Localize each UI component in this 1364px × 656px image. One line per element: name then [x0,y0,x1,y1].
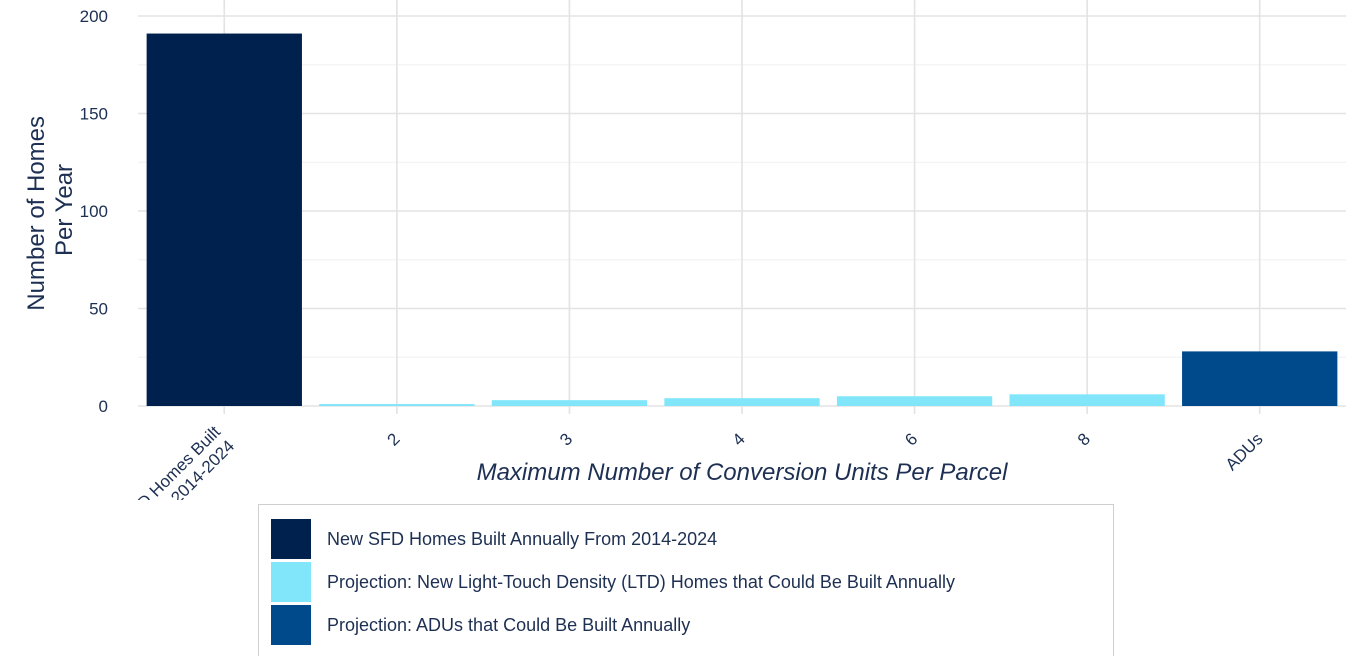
x-tick-label-line: 3 [556,429,576,449]
bar-1 [146,33,302,407]
x-tick-label-line: ADUs [1222,429,1267,474]
bars [146,33,1338,407]
y-axis-title-line-1: Number of Homes [23,116,50,311]
y-axis-title: Number of Homes Per Year [23,109,78,310]
legend-item-sfd: New SFD Homes Built Annually From 2014-2… [271,519,717,559]
y-tick-label: 0 [99,397,108,416]
legend-label-sfd: New SFD Homes Built Annually From 2014-2… [327,528,718,549]
legend-label-adu: Projection: ADUs that Could Be Built Ann… [327,614,691,635]
x-tick-label-line: 6 [901,429,921,449]
legend-swatch-ltd [271,562,311,602]
x-tick-label: 2 [384,429,404,449]
x-tick-label-line: 8 [1074,429,1094,449]
y-tick-label: 100 [80,202,108,221]
bar-5 [836,396,993,406]
legend-item-adu: Projection: ADUs that Could Be Built Ann… [271,605,690,645]
x-tick-label-line: 2 [384,429,404,449]
bar-7 [1182,351,1338,406]
x-axis-title: Maximum Number of Conversion Units Per P… [477,459,1009,486]
legend-swatch-adu [271,605,311,645]
bar-4 [664,398,820,406]
legend: New SFD Homes Built Annually From 2014-2… [258,504,1114,656]
y-tick-label: 200 [80,7,108,26]
bar-3 [491,400,648,406]
bar-2 [319,404,475,406]
x-tick-label: 3 [556,429,576,449]
y-tick-label: 50 [89,300,108,319]
legend-label-ltd: Projection: New Light-Touch Density (LTD… [327,571,955,592]
x-tick-label: 4 [729,429,749,449]
x-tick-label: 6 [901,429,921,449]
legend-swatch-sfd [271,519,311,559]
grid-lines [138,0,1346,414]
y-axis-tick-labels: 0 50 100 150 200 [80,7,108,416]
y-tick-label: 150 [80,105,108,124]
legend-item-ltd: Projection: New Light-Touch Density (LTD… [271,562,955,602]
x-tick-label-line: 4 [729,429,749,449]
y-axis-title-line-2: Per Year [51,164,78,256]
bar-6 [1009,394,1165,406]
x-tick-label: ADUs [1222,429,1267,474]
x-tick-label: 8 [1074,429,1094,449]
